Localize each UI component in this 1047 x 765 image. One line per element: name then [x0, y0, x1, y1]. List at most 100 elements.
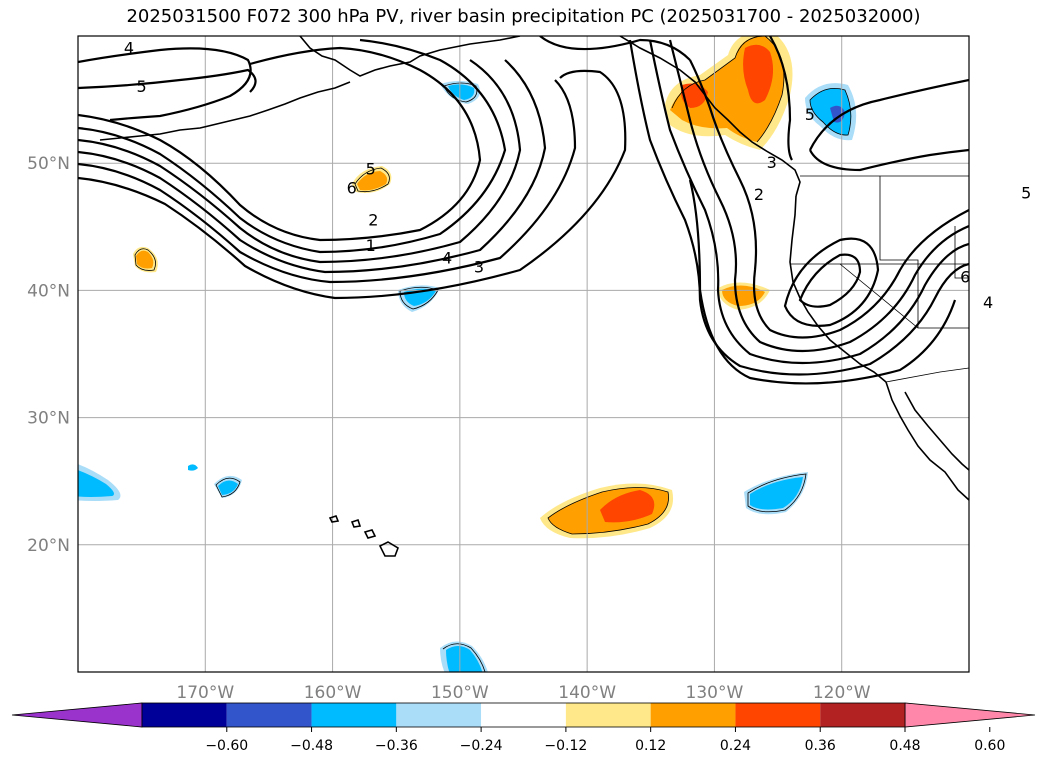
precip-negative-small1-core	[218, 480, 238, 495]
colorbar-frame	[141, 702, 906, 728]
island-oahu	[350, 518, 362, 528]
x-axis-ticks: 170°W 160°W 150°W 140°W 130°W 120°W	[176, 683, 870, 703]
colorbar-segment-6	[650, 703, 736, 727]
colorbar-tick-label-2: −0.36	[375, 738, 418, 754]
pv-label-10: 5	[805, 105, 815, 124]
pv-contours	[78, 36, 969, 385]
precip-outline-goa	[443, 82, 478, 103]
precip-negative-idaho-mid	[810, 88, 851, 136]
pv-label-0: 4	[124, 39, 134, 58]
y-tick-label-3: 20°N	[27, 536, 70, 556]
coastlines	[99, 36, 969, 557]
colorbar-segment-7	[735, 703, 821, 727]
chart-title: 2025031500 F072 300 hPa PV, river basin …	[126, 6, 921, 27]
x-tick-label-3: 140°W	[558, 683, 616, 703]
precip-outline-pnw	[671, 36, 785, 143]
precip-negative-small2	[188, 464, 198, 471]
y-tick-label-0: 50°N	[27, 154, 70, 174]
pv-contour-trough-5	[78, 79, 577, 284]
pv-contour-5-north	[78, 68, 257, 93]
pv-contour-ridge-6	[688, 179, 957, 385]
plot-frame	[77, 35, 970, 673]
coast-mexico	[904, 391, 969, 471]
colorbar-tick-label-6: 0.24	[720, 738, 751, 754]
colorbar-segment-8	[820, 703, 905, 727]
precip-negative-subtrop-east-core	[750, 477, 803, 510]
pv-label-8: 3	[767, 153, 777, 172]
colorbar-segment-2	[311, 703, 397, 727]
pv-label-7: 3	[474, 258, 484, 277]
x-tick-label-2: 150°W	[431, 683, 489, 703]
island-hawaii	[378, 541, 399, 557]
pv-contour-ridge-1	[539, 36, 691, 61]
y-axis-ticks: 50°N 40°N 30°N 20°N	[27, 154, 70, 556]
colorbar-tick-label-5: 0.12	[635, 738, 666, 754]
colorbar: −0.60 −0.48 −0.36 −0.24 −0.12 0.12 0.24 0.36 0.4…	[11, 702, 1036, 754]
border-us-mexico	[885, 367, 969, 383]
precip-outline-small1	[215, 477, 241, 498]
pv-label-9: 2	[754, 185, 764, 204]
colorbar-tick-label-4: −0.12	[544, 738, 587, 754]
pv-contour-trough-6	[78, 69, 627, 300]
colorbar-tick-label-3: −0.24	[460, 738, 503, 754]
colorbar-segment-0	[142, 703, 227, 727]
coast-baja	[885, 381, 969, 501]
pv-contour-ne-1	[809, 78, 969, 151]
x-tick-label-1: 160°W	[304, 683, 362, 703]
precip-outline-subtrop	[547, 487, 669, 535]
island-maui	[363, 529, 377, 539]
colorbar-tick-label-7: 0.36	[805, 738, 836, 754]
precip-positive-pnw-high	[743, 44, 774, 104]
pv-contour-4-north	[78, 47, 252, 122]
precip-negative-goa-core	[448, 84, 475, 100]
pv-label-2: 6	[347, 179, 357, 198]
pv-contour-ridge-3	[668, 39, 969, 353]
colorbar-segment-3	[396, 703, 482, 727]
pv-label-5: 1	[366, 236, 376, 255]
pv-contour-ridge-4	[648, 39, 969, 365]
island-kauai	[328, 515, 340, 523]
x-tick-label-0: 170°W	[176, 683, 234, 703]
x-tick-label-5: 120°W	[813, 683, 871, 703]
precip-positive-subtrop-high	[600, 490, 655, 523]
precip-positive-west-core	[136, 250, 154, 269]
colorbar-tick-label-8: 0.48	[889, 738, 920, 754]
pv-contour-ridge-5	[628, 39, 969, 376]
precip-outline-nepac	[354, 167, 390, 193]
precip-outline-south	[442, 643, 486, 672]
precip-outline-subtrop-east	[747, 473, 807, 513]
pv-contour-trough-2	[78, 38, 507, 254]
precip-outline-mid	[399, 286, 439, 310]
pv-contour-trough-1	[78, 46, 482, 242]
pv-label-4: 2	[368, 210, 378, 229]
pv-label-6: 4	[442, 249, 452, 268]
pv-label-13: 6	[960, 268, 970, 287]
pv-label-14: 4	[983, 293, 993, 312]
precip-shading	[78, 36, 857, 672]
border-state-3	[839, 263, 919, 329]
y-tick-label-2: 30°N	[27, 409, 70, 429]
precip-outlines	[134, 36, 852, 672]
y-tick-label-1: 40°N	[27, 281, 70, 301]
colorbar-segment-1	[226, 703, 312, 727]
colorbar-extend-max	[904, 702, 1036, 728]
pv-contour-ridge-2	[689, 59, 969, 339]
x-tick-label-4: 130°W	[686, 683, 744, 703]
coast-aleutians	[99, 81, 351, 141]
precip-positive-nepac-core	[357, 171, 388, 191]
pv-contour-ne-2	[809, 148, 969, 172]
pv-label-3: 5	[366, 160, 376, 179]
precip-negative-farwest-core	[78, 470, 114, 497]
grid-lines	[78, 36, 969, 672]
border-state-1	[879, 176, 969, 329]
pv-contour-labels: 456521433254564	[124, 39, 1032, 312]
precip-negative-south-core	[446, 646, 483, 672]
pv-contour-closed-low	[798, 253, 862, 308]
coast-uswest	[789, 195, 887, 383]
border-state-4	[954, 226, 969, 279]
pv-label-1: 5	[137, 77, 147, 96]
colorbar-tick-label-9: 0.60	[974, 738, 1005, 754]
colorbar-tick-label-0: −0.60	[205, 738, 248, 754]
colorbar-tick-label-1: −0.48	[290, 738, 333, 754]
